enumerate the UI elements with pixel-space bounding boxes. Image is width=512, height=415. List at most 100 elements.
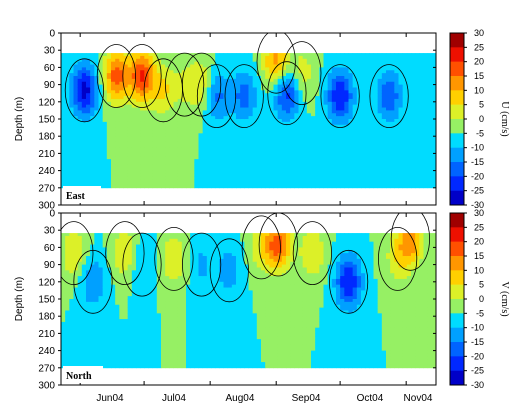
heatmap-cell [90,141,95,146]
heatmap-cell [356,136,362,140]
heatmap-cell [423,179,429,183]
heatmap-cell [431,182,436,186]
heatmap-cell [431,93,436,97]
heatmap-cell [327,121,333,126]
heatmap-cell [223,162,229,166]
heatmap-cell [411,167,416,171]
heatmap-cell [240,90,245,94]
heatmap-cell [311,104,316,108]
heatmap-cell [102,321,108,326]
heatmap-cell [102,162,108,166]
heatmap-cell [102,319,108,323]
heatmap-cell [377,162,383,166]
heatmap-cell [236,182,241,186]
heatmap-cell [86,84,91,88]
heatmap-cell [144,76,149,80]
heatmap-cell [90,330,95,334]
heatmap-cell [190,176,195,180]
heatmap-cell [223,179,229,183]
heatmap-cell [111,313,116,317]
heatmap-cell [77,316,83,320]
heatmap-cell [152,93,158,97]
heatmap-cell [202,176,208,180]
heatmap-cell [427,150,433,154]
heatmap-cell [86,333,91,337]
heatmap-cell [419,182,424,186]
heatmap-cell [81,293,87,297]
heatmap-cell [77,84,83,88]
heatmap-cell [90,304,95,308]
heatmap-cell [244,124,249,128]
heatmap-cell [69,244,74,248]
heatmap-cell [156,107,162,111]
heatmap-cell [361,144,366,149]
heatmap-cell [65,359,70,363]
heatmap-cell [65,278,70,283]
heatmap-cell [148,170,154,174]
heatmap-cell [323,87,329,91]
heatmap-cell [169,78,174,83]
heatmap-cell [119,96,124,100]
heatmap-cell [98,64,104,68]
heatmap-cell [352,119,358,123]
heatmap-cell [406,81,412,85]
heatmap-cell [294,78,299,83]
heatmap-cell [273,179,279,183]
heatmap-cell [115,136,120,140]
heatmap-cell [106,61,112,65]
heatmap-cell [65,327,70,331]
heatmap-cell [427,90,433,94]
heatmap-cell [73,93,79,97]
heatmap-cell [352,101,358,106]
heatmap-cell [86,147,91,151]
heatmap-cell [377,164,383,169]
heatmap-cell [298,84,304,88]
heatmap-cell [365,61,370,65]
heatmap-cell [69,258,74,263]
heatmap-cell [81,359,87,363]
heatmap-cell [148,84,154,88]
heatmap-cell [161,53,166,57]
heatmap-cell [227,130,233,134]
y-tick-label: 0 [49,29,55,40]
heatmap-cell [169,121,174,126]
heatmap-cell [423,90,429,94]
heatmap-cell [161,141,166,146]
heatmap-cell [227,67,233,71]
heatmap-cell [340,61,345,65]
heatmap-cell [156,164,162,169]
heatmap-cell [261,136,266,140]
heatmap-cell [277,141,283,146]
heatmap-cell [390,96,395,100]
heatmap-cell [340,139,345,143]
heatmap-cell [394,147,399,151]
heatmap-cell [115,159,120,163]
heatmap-cell [206,124,212,128]
heatmap-cell [411,136,416,140]
heatmap-cell [223,182,229,186]
heatmap-cell [306,179,312,183]
heatmap-cell [111,159,116,163]
heatmap-cell [373,156,379,160]
heatmap-cell [348,84,354,88]
heatmap-cell [190,98,195,103]
heatmap-cell [244,179,249,183]
heatmap-cell [181,156,187,160]
heatmap-cell [402,78,408,83]
heatmap-cell [390,141,395,146]
heatmap-cell [323,139,329,143]
heatmap-cell [386,90,391,94]
heatmap-cell [98,173,104,177]
heatmap-cell [90,293,95,297]
heatmap-cell [240,119,245,123]
heatmap-cell [344,121,349,126]
heatmap-cell [315,70,320,74]
heatmap-cell [419,110,424,114]
heatmap-cell [323,107,329,111]
heatmap-cell [186,182,191,186]
heatmap-cell [427,116,433,120]
heatmap-cell [327,64,333,68]
heatmap-cell [369,127,374,131]
heatmap-cell [306,182,312,186]
heatmap-cell [69,353,74,357]
